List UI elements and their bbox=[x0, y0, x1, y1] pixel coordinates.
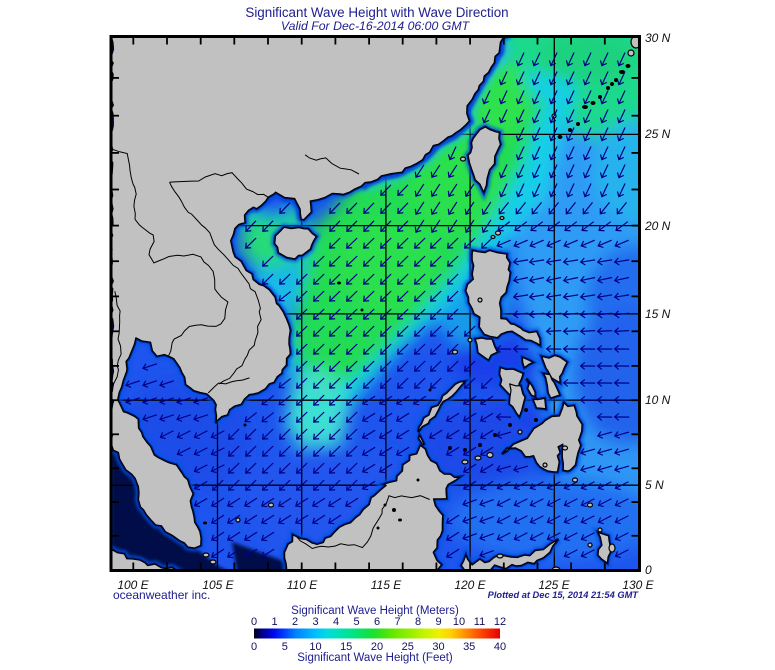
svg-text:25: 25 bbox=[402, 641, 414, 653]
svg-text:0: 0 bbox=[251, 616, 257, 628]
svg-text:Plotted at Dec 15, 2014 21:54: Plotted at Dec 15, 2014 21:54 GMT bbox=[488, 590, 640, 600]
svg-text:8: 8 bbox=[415, 616, 421, 628]
svg-text:9: 9 bbox=[435, 616, 441, 628]
svg-text:120 E: 120 E bbox=[454, 578, 486, 592]
svg-text:10: 10 bbox=[453, 616, 465, 628]
svg-text:2: 2 bbox=[292, 616, 298, 628]
svg-text:105 E: 105 E bbox=[202, 578, 234, 592]
svg-text:30: 30 bbox=[432, 641, 444, 653]
svg-text:Significant Wave Height with W: Significant Wave Height with Wave Direct… bbox=[245, 5, 508, 20]
svg-text:5: 5 bbox=[353, 616, 359, 628]
svg-text:Significant Wave Height (Feet): Significant Wave Height (Feet) bbox=[297, 652, 453, 664]
svg-text:20: 20 bbox=[371, 641, 383, 653]
svg-text:3: 3 bbox=[312, 616, 318, 628]
svg-text:0: 0 bbox=[251, 641, 257, 653]
svg-text:Significant Wave Height (Meter: Significant Wave Height (Meters) bbox=[291, 605, 459, 617]
svg-text:130 E: 130 E bbox=[622, 578, 654, 592]
svg-text:25 N: 25 N bbox=[644, 127, 671, 141]
svg-text:7: 7 bbox=[394, 616, 400, 628]
svg-text:oceanweather inc.: oceanweather inc. bbox=[113, 588, 210, 602]
svg-text:5 N: 5 N bbox=[645, 478, 664, 492]
svg-text:125 E: 125 E bbox=[538, 578, 570, 592]
svg-text:15 N: 15 N bbox=[645, 307, 671, 321]
svg-text:110 E: 110 E bbox=[287, 578, 318, 592]
svg-text:20 N: 20 N bbox=[644, 219, 671, 233]
svg-text:10: 10 bbox=[309, 641, 321, 653]
svg-text:11: 11 bbox=[474, 616, 485, 628]
svg-text:Valid For Dec-16-2014 06:00 GM: Valid For Dec-16-2014 06:00 GMT bbox=[281, 19, 471, 33]
svg-text:40: 40 bbox=[494, 641, 506, 653]
svg-text:6: 6 bbox=[374, 616, 380, 628]
svg-text:35: 35 bbox=[463, 641, 475, 653]
svg-text:115 E: 115 E bbox=[371, 578, 402, 592]
svg-text:4: 4 bbox=[333, 616, 339, 628]
svg-text:100 E: 100 E bbox=[117, 578, 149, 592]
svg-text:12: 12 bbox=[494, 616, 506, 628]
svg-text:15: 15 bbox=[340, 641, 352, 653]
svg-text:30 N: 30 N bbox=[645, 31, 671, 45]
svg-text:5: 5 bbox=[282, 641, 288, 653]
svg-text:0: 0 bbox=[645, 563, 652, 577]
svg-text:1: 1 bbox=[271, 616, 277, 628]
svg-text:10 N: 10 N bbox=[645, 393, 671, 407]
